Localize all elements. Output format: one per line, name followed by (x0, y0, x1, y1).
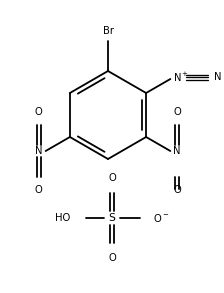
Text: Br: Br (103, 26, 114, 36)
Text: O: O (108, 173, 116, 183)
Text: S: S (109, 213, 115, 223)
Text: N: N (35, 146, 43, 156)
Text: N: N (214, 72, 222, 82)
Text: O$^-$: O$^-$ (153, 212, 170, 224)
Text: N: N (173, 146, 181, 156)
Text: O: O (173, 107, 181, 117)
Text: O: O (35, 107, 43, 117)
Text: O: O (35, 185, 43, 195)
Text: HO: HO (55, 213, 70, 223)
Text: O: O (173, 185, 181, 195)
Text: O: O (108, 253, 116, 263)
Text: N$^+$: N$^+$ (173, 70, 190, 84)
